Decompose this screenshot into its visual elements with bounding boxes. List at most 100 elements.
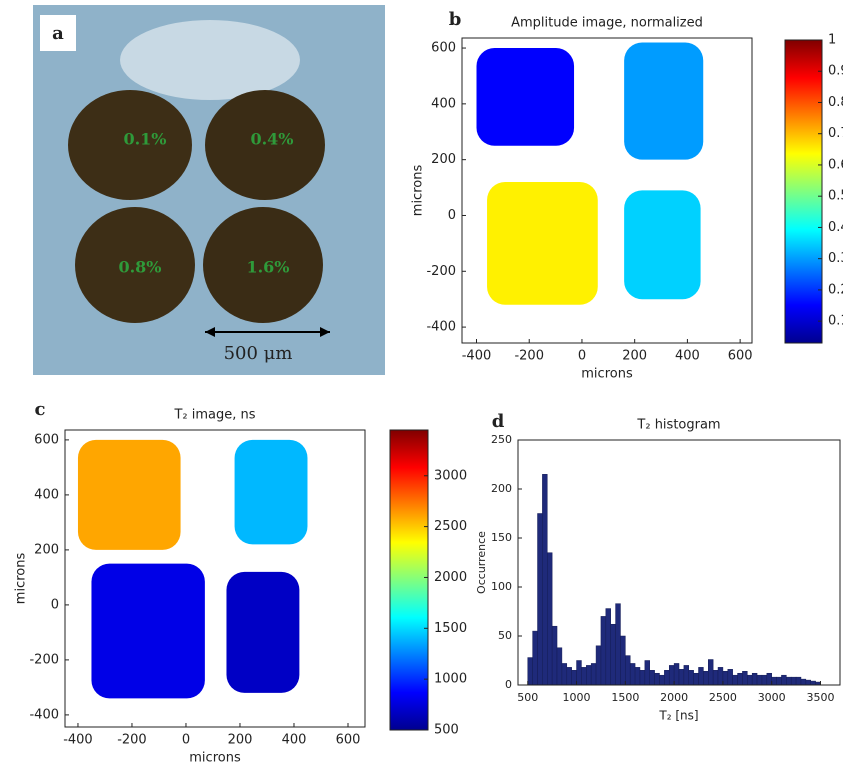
chart-title: T₂ image, ns: [173, 408, 255, 423]
colorbar-tick-label: 0.8: [828, 95, 843, 110]
colorbar: [390, 430, 428, 730]
colorbar-tick-label: 0.5: [828, 189, 843, 204]
x-tick-label: -400: [462, 349, 492, 364]
histogram-bar: [679, 669, 684, 685]
histogram-bar: [586, 665, 591, 685]
y-tick-label: 0: [448, 208, 456, 223]
colorbar-tick-label: 2000: [434, 570, 467, 585]
colorbar-tick-label: 2500: [434, 519, 467, 534]
histogram-bar: [781, 675, 786, 685]
histogram-bar: [738, 673, 743, 685]
photo-highlight: [120, 20, 300, 100]
histogram-bar: [757, 675, 762, 685]
histogram-bar: [674, 663, 679, 685]
heatmap-region: [78, 440, 181, 550]
x-tick-label: 600: [336, 733, 361, 748]
scale-label: 500 μm: [224, 343, 293, 364]
annotation: 1.6%: [246, 258, 289, 277]
histogram-bar: [772, 677, 777, 685]
histogram-bar: [611, 624, 616, 685]
histogram-bar: [796, 677, 801, 685]
x-tick-label: -400: [63, 733, 93, 748]
colorbar-tick-label: 3000: [434, 468, 467, 483]
y-tick-label: 400: [431, 96, 456, 111]
histogram-bar: [713, 670, 718, 685]
histogram-bar: [562, 663, 567, 685]
histogram-bar: [801, 679, 806, 685]
histogram-bar: [557, 648, 562, 685]
x-tick-label: -200: [117, 733, 147, 748]
histogram-bar: [742, 671, 747, 685]
histogram-bar: [811, 681, 816, 685]
y-tick-label: -400: [29, 707, 59, 722]
colorbar-tick-label: 1500: [434, 621, 467, 636]
y-tick-label: 200: [431, 152, 456, 167]
histogram-bar: [747, 675, 752, 685]
histogram-bar: [577, 661, 582, 686]
x-tick-label: -200: [514, 349, 544, 364]
y-tick-label: -200: [29, 652, 59, 667]
x-tick-label: 400: [675, 349, 700, 364]
x-tick-label: 0: [578, 349, 586, 364]
x-axis-label: T₂ [ns]: [658, 709, 698, 723]
histogram-bar: [596, 646, 601, 685]
x-tick-label: 600: [728, 349, 753, 364]
x-tick-label: 2000: [660, 691, 688, 704]
histogram-bar: [669, 665, 674, 685]
y-tick-label: 600: [34, 432, 59, 447]
histogram-bar: [616, 604, 621, 685]
histogram-bar: [630, 663, 635, 685]
histogram-bar: [689, 670, 694, 685]
histogram-bar: [703, 671, 708, 685]
y-tick-label: -400: [426, 320, 456, 335]
x-tick-label: 1500: [611, 691, 639, 704]
heatmap-region: [487, 182, 598, 305]
histogram-bar: [650, 670, 655, 685]
histogram-bar: [606, 609, 611, 685]
histogram-bar: [655, 673, 660, 685]
x-tick-label: 500: [517, 691, 538, 704]
histogram-bar: [723, 671, 728, 685]
y-axis-label: Occurrence: [475, 531, 488, 594]
histogram-bar: [538, 514, 543, 686]
histogram-bar: [791, 677, 796, 685]
histogram-bar: [542, 474, 547, 685]
x-axis-label: microns: [189, 751, 241, 766]
histogram-bar: [728, 669, 733, 685]
histogram-bar: [547, 553, 552, 685]
axes-frame: [518, 440, 840, 685]
panel-label: b: [449, 9, 462, 30]
histogram-bar: [718, 667, 723, 685]
histogram-bar: [699, 667, 704, 685]
histogram-bar: [806, 680, 811, 685]
y-tick-label: -200: [426, 264, 456, 279]
heatmap-region: [624, 190, 700, 299]
heatmap-region: [91, 564, 204, 699]
y-axis-label: microns: [14, 553, 29, 605]
colorbar-tick-label: 0.1: [828, 314, 843, 329]
figure: a 0.1% 0.4% 0.8% 1.6% 500 μm bAmplitude …: [0, 0, 843, 769]
annotation: 0.4%: [250, 130, 293, 149]
x-tick-label: 1000: [563, 691, 591, 704]
histogram-bar: [572, 670, 577, 685]
x-tick-label: 200: [228, 733, 253, 748]
y-tick-label: 200: [491, 482, 512, 495]
histogram-bar: [528, 658, 533, 685]
x-axis-label: microns: [581, 367, 633, 382]
photo-panel: a 0.1% 0.4% 0.8% 1.6% 500 μm: [33, 5, 385, 375]
y-tick-label: 200: [34, 542, 59, 557]
y-tick-label: 0: [51, 597, 59, 612]
y-tick-label: 100: [491, 580, 512, 593]
x-tick-label: 3000: [758, 691, 786, 704]
heatmap-region: [477, 48, 575, 146]
y-tick-label: 150: [491, 531, 512, 544]
histogram-bar: [786, 677, 791, 685]
histogram-bar: [620, 636, 625, 685]
x-tick-label: 200: [622, 349, 647, 364]
histogram-bar: [659, 675, 664, 685]
colorbar-tick-label: 0.2: [828, 282, 843, 297]
y-tick-label: 600: [431, 41, 456, 56]
histogram-bar: [581, 667, 586, 685]
panel-label: a: [52, 23, 64, 44]
histogram-bar: [645, 661, 650, 686]
